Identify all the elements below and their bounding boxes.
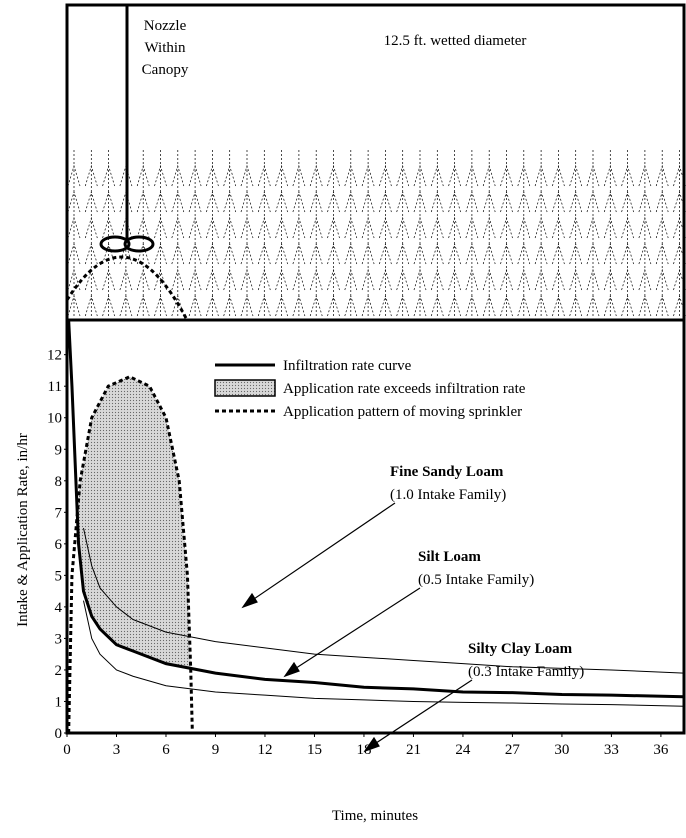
y-tick-label: 6 xyxy=(55,537,63,553)
x-tick-label: 33 xyxy=(604,742,619,758)
y-tick-label: 8 xyxy=(55,474,63,490)
x-tick-label: 18 xyxy=(356,742,371,758)
annotation-text: (1.0 Intake Family) xyxy=(390,487,506,503)
arrows xyxy=(241,502,473,753)
y-tick-label: 11 xyxy=(48,379,62,395)
canopy-plants xyxy=(67,150,686,318)
legend-swatch xyxy=(214,379,276,397)
y-tick-label: 3 xyxy=(55,631,63,647)
spray-pattern xyxy=(65,255,189,321)
y-tick-label: 4 xyxy=(55,600,63,616)
canopy xyxy=(67,150,686,318)
x-tick-label: 3 xyxy=(113,742,121,758)
nozzle xyxy=(99,235,131,253)
annotation-title: Silty Clay Loam xyxy=(468,641,573,657)
series-line xyxy=(67,375,194,733)
y-tick-label: 2 xyxy=(55,663,63,679)
legend-label: Infiltration rate curve xyxy=(283,358,412,374)
x-tick-label: 0 xyxy=(63,742,71,758)
legend-label: Application pattern of moving sprinkler xyxy=(283,404,522,420)
diameter-label: 12.5 ft. wetted diameter xyxy=(384,33,527,49)
nozzle-label: Canopy xyxy=(142,62,189,78)
y-tick-label: 10 xyxy=(47,411,62,427)
y-tick-label: 5 xyxy=(55,568,63,584)
x-tick-label: 27 xyxy=(505,742,521,758)
series-line xyxy=(83,527,684,674)
annotation-title: Fine Sandy Loam xyxy=(390,464,504,480)
nozzle-label: Within xyxy=(144,40,186,56)
x-axis-label: Time, minutes xyxy=(332,808,418,824)
y-axis-label: Intake & Application Rate, in/hr xyxy=(15,433,31,627)
y-tick-label: 7 xyxy=(55,505,63,521)
x-tick-label: 30 xyxy=(554,742,569,758)
annotation-text: (0.5 Intake Family) xyxy=(418,572,534,588)
legend-label: Application rate exceeds infiltration ra… xyxy=(283,381,526,397)
x-tick-label: 36 xyxy=(653,742,669,758)
series-line xyxy=(67,320,684,699)
x-tick-label: 6 xyxy=(162,742,170,758)
x-tick-label: 24 xyxy=(455,742,471,758)
y-tick-label: 0 xyxy=(55,726,63,742)
series-line xyxy=(83,600,684,707)
nozzle xyxy=(123,235,155,253)
y-tick-label: 1 xyxy=(55,694,63,710)
x-tick-label: 12 xyxy=(257,742,272,758)
y-tick-label: 12 xyxy=(47,348,62,364)
exceed-area xyxy=(77,376,191,669)
annotation-title: Silt Loam xyxy=(418,549,481,565)
annotation-text: (0.3 Intake Family) xyxy=(468,664,584,680)
nozzle-label: Nozzle xyxy=(144,18,187,34)
y-tick-label: 9 xyxy=(55,442,63,458)
x-tick-label: 9 xyxy=(212,742,220,758)
x-tick-label: 15 xyxy=(307,742,322,758)
x-tick-label: 21 xyxy=(406,742,421,758)
plot-frame xyxy=(65,318,686,735)
